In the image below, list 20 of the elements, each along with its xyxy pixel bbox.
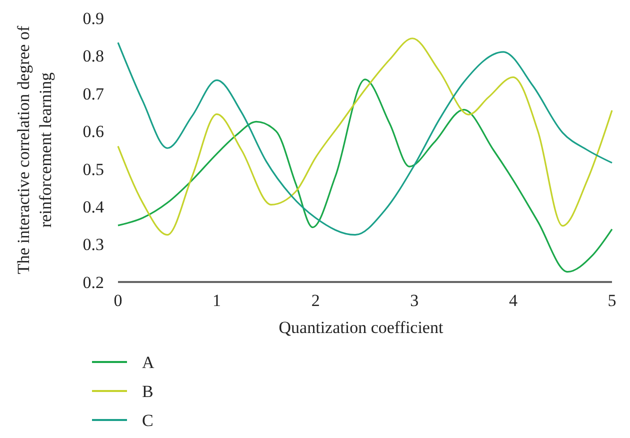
y-tick-label: 0.2 [82, 272, 104, 292]
y-tick-label: 0.8 [82, 46, 104, 66]
y-tick-label: 0.5 [82, 160, 104, 179]
y-axis-title: The interactive correlation degree of reinforcement learning [13, 24, 56, 276]
x-axis-title: Quantization coefficient [278, 318, 444, 337]
y-tick-label: 0.7 [82, 84, 104, 104]
x-tick-label: 5 [608, 291, 616, 310]
legend-label: C [142, 410, 154, 430]
y-tick-label: 0.3 [82, 235, 104, 254]
x-tick-label: 2 [311, 291, 320, 310]
x-tick-label: 0 [114, 291, 122, 310]
x-tick-label: 4 [508, 291, 518, 310]
x-tick-label: 3 [410, 291, 419, 310]
y-tick-label: 0.6 [82, 122, 104, 142]
x-tick-label: 1 [212, 291, 222, 310]
legend-label: A [142, 352, 155, 372]
line-series [117, 78, 613, 273]
y-tick-label: 0.9 [82, 8, 104, 28]
legend-label: B [142, 382, 154, 401]
y-tick-label: 0.4 [82, 198, 104, 217]
